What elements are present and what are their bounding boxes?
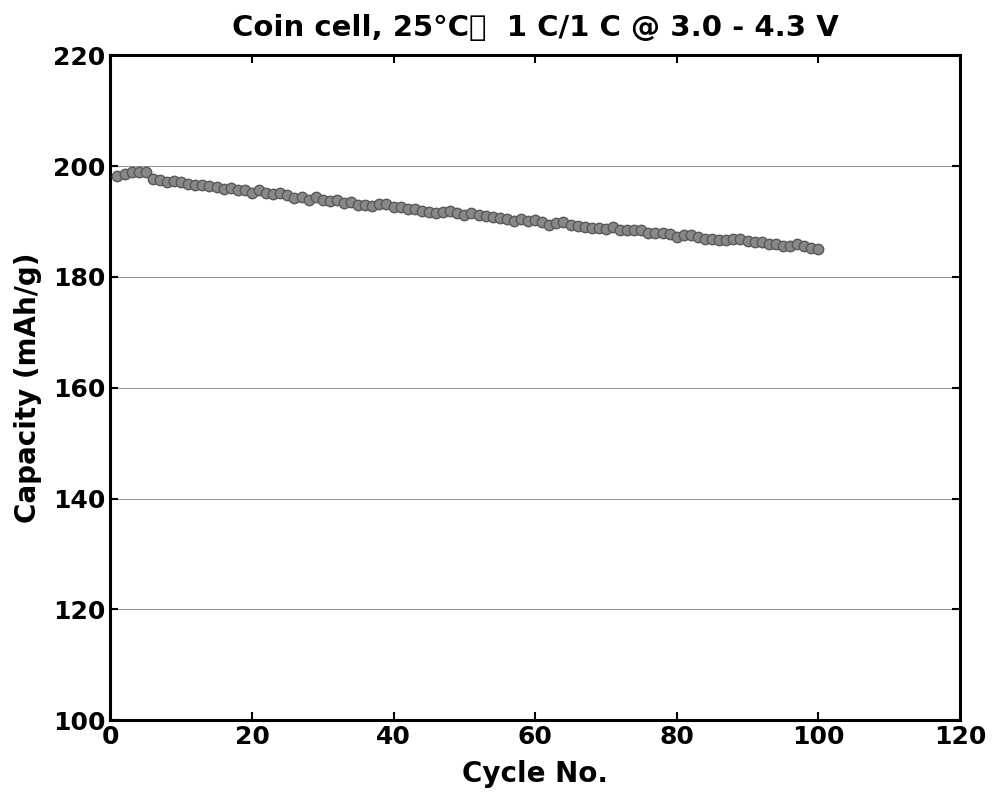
Title: Coin cell, 25°C，  1 C/1 C @ 3.0 - 4.3 V: Coin cell, 25°C， 1 C/1 C @ 3.0 - 4.3 V — [232, 14, 839, 42]
X-axis label: Cycle No.: Cycle No. — [462, 760, 608, 788]
Y-axis label: Capacity (mAh/g): Capacity (mAh/g) — [14, 253, 42, 523]
